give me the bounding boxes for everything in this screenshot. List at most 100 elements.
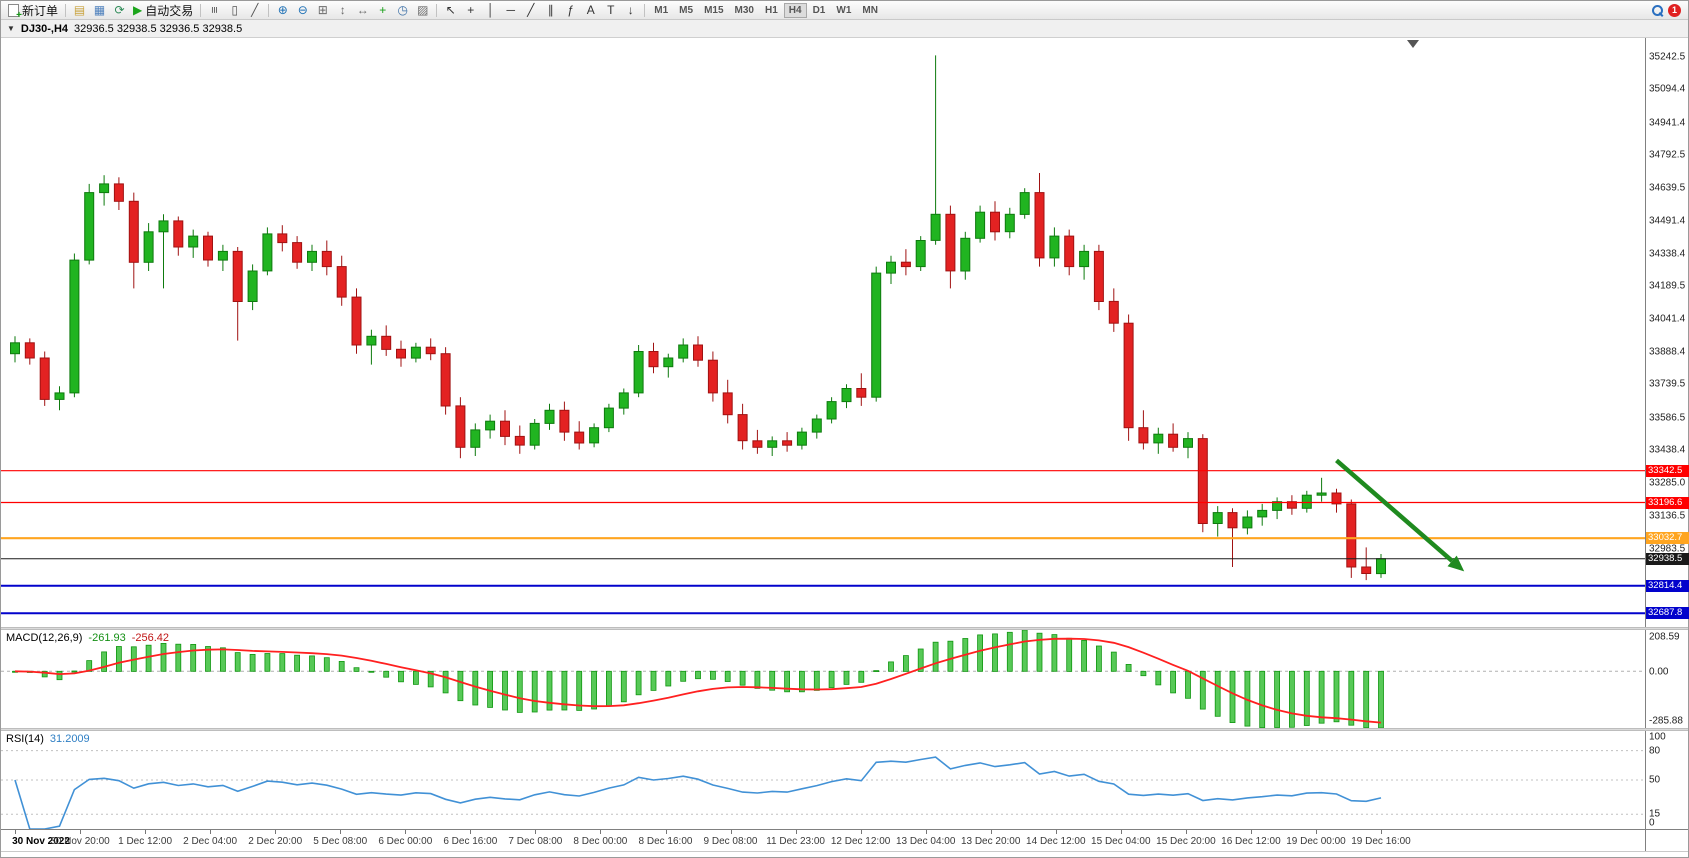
axis-corner xyxy=(1645,830,1688,851)
rsi-value: 31.2009 xyxy=(49,733,90,746)
time-label: 30 Nov 2022 xyxy=(12,836,70,847)
timeframe-button-m5[interactable]: M5 xyxy=(679,4,694,16)
time-label: 12 Dec 12:00 xyxy=(830,836,891,847)
refresh-icon: ⟳ xyxy=(114,3,125,17)
rsi-axis[interactable]: 100 80 50 15 0 xyxy=(1645,731,1688,829)
autotrading-button: ▶ xyxy=(133,3,143,17)
main-chart-canvas[interactable] xyxy=(1,38,1647,628)
time-tick xyxy=(1120,830,1122,834)
tile-windows-icon[interactable]: ⊞ xyxy=(313,2,332,19)
templates-icon: ▨ xyxy=(417,3,429,17)
price-axis[interactable]: 35242.5 35094.4 34941.4 34792.5 34639.5 34491… xyxy=(1645,38,1689,628)
rsi-canvas[interactable] xyxy=(1,731,1647,830)
macd-scale-label: 0.00 xyxy=(1649,666,1669,678)
new-order-icon xyxy=(8,3,22,21)
macd-axis[interactable]: 208.59 0.00 -285.88 xyxy=(1645,630,1688,729)
time-tick xyxy=(1055,830,1057,834)
timeframe-button-mn[interactable]: MN xyxy=(862,4,878,16)
autotrading-button[interactable]: ▶ 自动交易 xyxy=(130,2,196,19)
macd-scale-label: 208.59 xyxy=(1649,631,1680,643)
rsi-scale-label: 80 xyxy=(1649,745,1661,757)
price-scale-label: 32983.5 xyxy=(1649,543,1686,555)
time-label: 15 Dec 04:00 xyxy=(1091,836,1151,847)
main-chart-pane[interactable]: 35242.5 35094.4 34941.4 34792.5 34639.5 34491… xyxy=(1,38,1689,628)
price-scale-label: 34189.5 xyxy=(1649,280,1686,292)
indicators-icon[interactable]: + xyxy=(373,2,392,19)
new-order-button[interactable]: 新订单 xyxy=(5,2,61,21)
time-tick xyxy=(990,830,992,834)
time-label: 6 Dec 16:00 xyxy=(443,836,498,847)
macd-pane[interactable]: MACD(12,26,9) -261.93 -256.42 208.59 0.00… xyxy=(1,630,1688,729)
trendline-icon[interactable]: ╱ xyxy=(521,2,540,19)
timeframe-button-h4[interactable]: H4 xyxy=(783,2,807,18)
vertical-line-icon[interactable]: │ xyxy=(481,2,500,19)
timeframe-button-d1[interactable]: D1 xyxy=(812,4,826,16)
crosshair-icon[interactable]: + xyxy=(461,2,480,19)
autotrading-button-label: 自动交易 xyxy=(145,3,194,18)
line-chart-icon[interactable]: ╱ xyxy=(245,2,264,19)
refresh-icon[interactable]: ⟳ xyxy=(110,2,129,19)
time-tick xyxy=(15,830,16,834)
channel-icon: ∥ xyxy=(547,3,554,17)
macd-name: MACD(12,26,9) xyxy=(6,632,83,645)
time-tick xyxy=(405,830,407,834)
time-label: 6 Dec 00:00 xyxy=(378,836,433,847)
zoom-out-icon[interactable]: ⊖ xyxy=(293,2,312,19)
crosshair-icon: + xyxy=(467,3,475,17)
time-tick xyxy=(80,830,81,834)
arrange-horizontal-icon[interactable]: ↔ xyxy=(353,2,372,19)
time-label: 19 Dec 00:00 xyxy=(1286,836,1346,847)
zoom-in-icon[interactable]: ⊕ xyxy=(273,2,292,19)
timeframe-button-h1[interactable]: H1 xyxy=(764,4,778,16)
horizontal-line-icon: ─ xyxy=(506,3,516,17)
rsi-pane[interactable]: RSI(14) 31.2009 100 80 50 15 0 xyxy=(1,731,1688,830)
price-tag: 32938.5 xyxy=(1646,552,1689,565)
pane-separator[interactable] xyxy=(1,627,1688,631)
tile-windows-icon: ⊞ xyxy=(317,3,328,17)
time-tick xyxy=(275,830,277,834)
zoom-in-icon: ⊕ xyxy=(277,3,288,17)
macd-canvas[interactable] xyxy=(1,630,1647,729)
toolbar: 新订单 ▤ ▦ ⟳ ▶自动交易 ≡ ▯ ╱ ⊕ ⊖ ⊞ ↕ ↔ + ◷ ▨ ↖ + │ ─ ╱ ∥ ƒAT ↓ M1 M5 M15 M… xyxy=(1,1,1688,21)
timeframe-button-m1[interactable]: M1 xyxy=(654,4,669,16)
search-icon[interactable] xyxy=(1651,4,1664,17)
text-icon[interactable]: A xyxy=(581,2,600,19)
time-label: 9 Dec 08:00 xyxy=(703,836,758,847)
profiles-icon[interactable]: ▤ xyxy=(70,2,89,19)
time-label: 16 Dec 12:00 xyxy=(1221,836,1281,847)
chart-symbol-period: DJ30-,H4 xyxy=(20,22,68,35)
cursor-icon[interactable]: ↖ xyxy=(441,2,460,19)
price-scale-label: 33586.5 xyxy=(1649,412,1686,424)
data-window-icon[interactable]: ▦ xyxy=(90,2,109,19)
chart-title-bar: ▼ DJ30-,H4 32936.5 32938.5 32936.5 32938… xyxy=(1,20,1688,38)
bars-chart-icon[interactable]: ≡ xyxy=(205,2,224,19)
timeframe-button-w1[interactable]: W1 xyxy=(836,4,852,16)
time-tick xyxy=(210,830,212,834)
time-axis[interactable]: 30 Nov 2022 30 Nov 20:00 1 Dec 12:00 2 Dec … xyxy=(1,829,1688,851)
price-scale-label: 34338.4 xyxy=(1649,248,1686,260)
time-label: 14 Dec 12:00 xyxy=(1026,836,1086,847)
time-tick xyxy=(665,830,667,834)
candlestick-chart-icon[interactable]: ▯ xyxy=(225,2,244,19)
timeframe-button-m15[interactable]: M15 xyxy=(704,4,724,16)
time-tick xyxy=(470,830,472,834)
time-tick xyxy=(600,830,602,834)
price-tag: 33342.5 xyxy=(1646,464,1689,477)
notification-badge[interactable]: 1 xyxy=(1668,3,1681,17)
label-icon[interactable]: T xyxy=(601,2,620,19)
fibonacci-icon: ƒ xyxy=(567,3,575,17)
templates-icon[interactable]: ▨ xyxy=(413,2,432,19)
periods-icon[interactable]: ◷ xyxy=(393,2,412,19)
price-scale-label: 34041.4 xyxy=(1649,313,1686,324)
price-scale-label: 33438.4 xyxy=(1649,444,1686,456)
chart-menu-icon[interactable]: ▼ xyxy=(7,24,15,33)
fibonacci-icon[interactable]: ƒ xyxy=(561,2,580,19)
horizontal-line-icon[interactable]: ─ xyxy=(501,2,520,19)
price-scale-label: 34491.4 xyxy=(1649,215,1686,227)
pane-separator[interactable] xyxy=(1,728,1688,732)
timeframe-button-m30[interactable]: M30 xyxy=(734,4,754,16)
arrow-tool-icon[interactable]: ↓ xyxy=(621,2,640,19)
channel-icon[interactable]: ∥ xyxy=(541,2,560,19)
arrange-vertical-icon[interactable]: ↕ xyxy=(333,2,352,19)
